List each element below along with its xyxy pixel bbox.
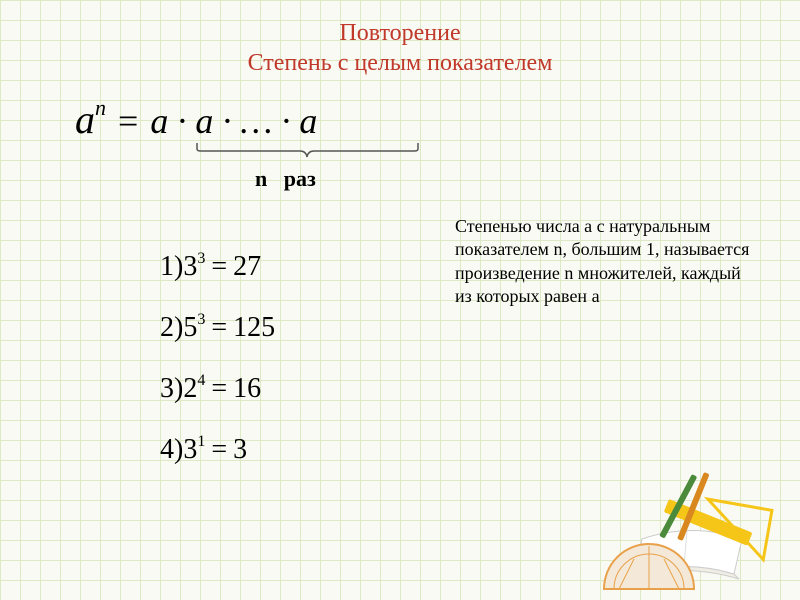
equals-sign: = (205, 373, 233, 404)
example-base: 3 (183, 434, 197, 465)
example-index: 3) (160, 373, 183, 404)
example-base: 2 (183, 373, 197, 404)
example-base: 3 (183, 251, 197, 282)
equals-sign: = (205, 312, 233, 343)
slide-title: Повторение Степень с целым показателем (0, 18, 800, 78)
example-row: 3)24=16 (160, 372, 275, 405)
definition-formula: an = a · a · … · a n раз (75, 95, 435, 192)
formula-rhs: a · a · … · a (150, 101, 317, 141)
equals-sign: = (110, 101, 146, 141)
example-base: 5 (183, 312, 197, 343)
definition-text: Степенью числа a с натуральным показател… (455, 215, 760, 309)
title-line2: Степень с целым показателем (0, 48, 800, 78)
examples-list: 1)33=272)53=1253)24=164)31=3 (160, 250, 275, 494)
underbrace-icon (195, 141, 420, 159)
slide-content: Повторение Степень с целым показателем a… (0, 0, 800, 600)
title-line1: Повторение (0, 18, 800, 48)
example-row: 2)53=125 (160, 311, 275, 344)
example-result: 27 (233, 251, 261, 282)
example-result: 3 (233, 434, 247, 465)
formula-expression: an = a · a · … · a (75, 95, 435, 143)
equals-sign: = (205, 251, 233, 282)
example-index: 4) (160, 434, 183, 465)
example-result: 16 (233, 373, 261, 404)
school-supplies-icon (574, 444, 794, 594)
example-row: 1)33=27 (160, 250, 275, 283)
equals-sign: = (205, 434, 233, 465)
formula-lhs-base: a (75, 97, 95, 142)
example-index: 2) (160, 312, 183, 343)
example-index: 1) (160, 251, 183, 282)
example-row: 4)31=3 (160, 433, 275, 466)
n-times-label: n раз (255, 166, 435, 192)
example-result: 125 (233, 312, 275, 343)
formula-lhs-exp: n (95, 95, 106, 120)
